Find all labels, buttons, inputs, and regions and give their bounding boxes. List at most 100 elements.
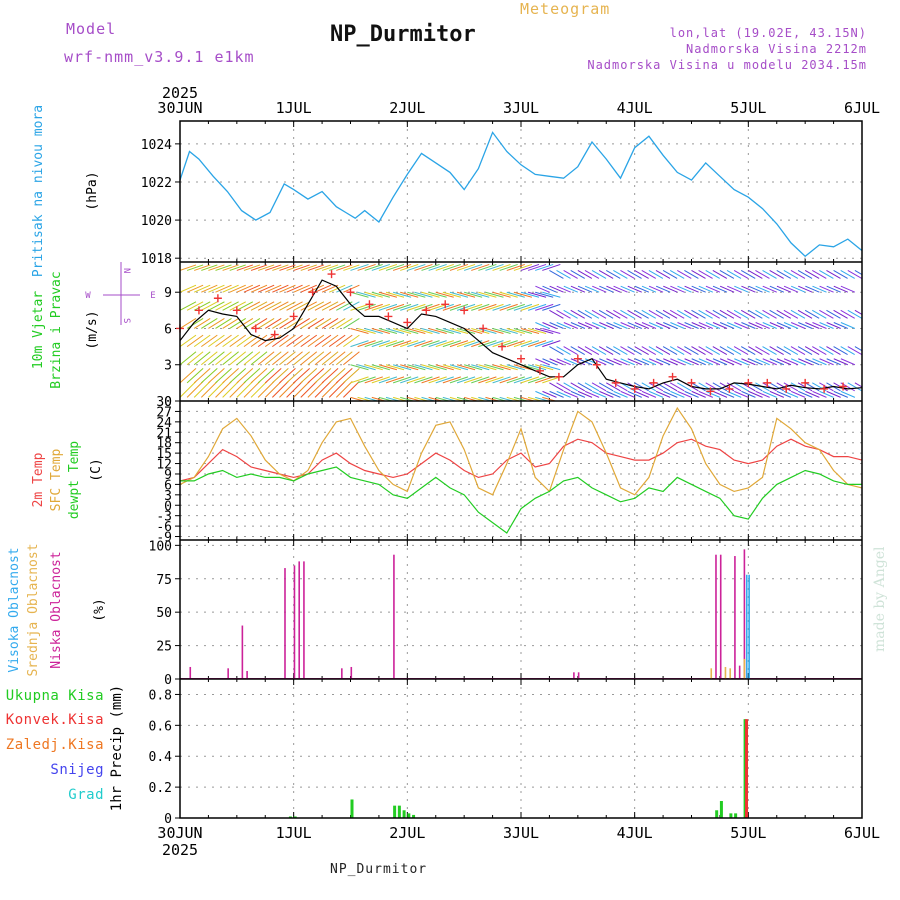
wind-vector xyxy=(307,301,325,311)
wind-vector xyxy=(712,309,728,319)
wind-vector xyxy=(257,264,275,271)
wind-vector xyxy=(449,263,469,271)
wind-vector xyxy=(527,376,547,384)
wind-vector xyxy=(464,291,483,298)
wind-vector xyxy=(236,367,254,384)
wind-vector xyxy=(783,285,799,293)
wind-vector xyxy=(279,264,296,271)
cloud-bar-low xyxy=(734,556,736,679)
precip-bar xyxy=(412,814,416,818)
wind-vector xyxy=(371,327,390,334)
wind-vector xyxy=(620,390,635,398)
wind-vector xyxy=(336,318,353,329)
wind-vector xyxy=(577,346,593,356)
temp-line-0 xyxy=(179,438,863,482)
wind-vector xyxy=(343,318,360,329)
wind-vector xyxy=(570,382,585,392)
compass-north: N xyxy=(121,268,131,273)
cloud-axis-name-1: Visoka Oblacnost xyxy=(7,547,22,672)
precip-bar xyxy=(350,799,354,818)
wind-vector xyxy=(414,303,433,311)
wind-vector xyxy=(400,376,419,384)
wind-vector xyxy=(563,309,578,319)
wind-gust-marker xyxy=(517,354,525,363)
wind-vector xyxy=(208,318,225,329)
cloud-bar-mid xyxy=(724,666,727,679)
wind-vector xyxy=(392,263,412,271)
wind-axis-name-1: 10m Vjetar xyxy=(31,291,46,369)
pressure-line xyxy=(179,131,863,258)
temperature-ytick-label: 18 xyxy=(156,437,172,452)
wind-vector xyxy=(740,346,756,356)
wind-vector xyxy=(307,351,325,366)
wind-vector xyxy=(513,291,533,298)
wind-vector xyxy=(577,322,593,329)
wind-vector xyxy=(755,358,770,366)
wind-vector xyxy=(591,270,607,279)
wind-gust-marker xyxy=(573,354,582,363)
wind-vector xyxy=(222,264,239,271)
wind-vector xyxy=(492,263,511,271)
wind-vector xyxy=(428,396,444,401)
wind-gust-marker xyxy=(839,382,848,391)
cloud-bar-low xyxy=(298,561,301,679)
precip-bar xyxy=(407,813,411,818)
wind-vector xyxy=(549,390,564,398)
wind-vector xyxy=(321,264,339,271)
precip-legend-0: Ukupna Kisa xyxy=(6,688,104,704)
wind-vector xyxy=(591,309,607,319)
time-label-bottom: 6JUL xyxy=(844,824,880,842)
wind-vector xyxy=(613,322,628,329)
wind-gust-marker xyxy=(801,378,810,387)
precip-bar xyxy=(729,813,733,818)
wind-vector xyxy=(691,270,706,279)
wind-vector xyxy=(222,318,239,329)
wind-vector xyxy=(584,270,600,279)
wind-vector xyxy=(584,309,600,319)
wind-vector xyxy=(726,270,742,279)
wind-vector xyxy=(592,322,607,329)
wind-vector xyxy=(790,285,806,293)
wind-vector xyxy=(456,327,476,334)
wind-vector xyxy=(371,303,390,311)
wind-ytick-label: 9 xyxy=(164,286,172,301)
compass-west: W xyxy=(85,291,91,301)
wind-vector xyxy=(478,340,497,348)
wind-vector xyxy=(648,309,664,319)
wind-vector xyxy=(790,358,806,366)
wind-gust-marker xyxy=(479,324,488,333)
wind-vector xyxy=(819,270,834,279)
wind-vector xyxy=(335,367,353,384)
wind-vector xyxy=(677,285,692,293)
wind-vector xyxy=(769,382,784,392)
wind-vector xyxy=(243,351,261,366)
wind-vector xyxy=(598,382,614,392)
wind-vector xyxy=(180,284,197,293)
wind-vector xyxy=(378,303,398,311)
precip-bar xyxy=(402,810,406,818)
wind-vector xyxy=(769,322,785,329)
wind-vector xyxy=(364,327,383,334)
wind-vector xyxy=(819,322,834,329)
wind-vector xyxy=(776,322,792,329)
wind-vector xyxy=(442,396,458,401)
wind-vector xyxy=(641,382,657,392)
wind-vector xyxy=(392,303,412,311)
wind-vector xyxy=(201,301,218,311)
wind-vector xyxy=(727,358,742,366)
wind-vector xyxy=(684,390,699,398)
wind-vector xyxy=(400,396,416,401)
wind-vector xyxy=(364,376,383,384)
wind-vector xyxy=(265,301,282,311)
wind-unit: (m/s) xyxy=(85,310,100,349)
wind-vector xyxy=(300,284,317,293)
wind-vector xyxy=(471,303,490,311)
wind-vector xyxy=(307,264,325,271)
wind-vector xyxy=(236,318,254,329)
wind-vector xyxy=(407,263,426,271)
wind-vector xyxy=(321,367,339,384)
wind-vector xyxy=(336,264,353,271)
wind-gust-marker xyxy=(327,270,336,279)
wind-vector xyxy=(378,396,394,401)
